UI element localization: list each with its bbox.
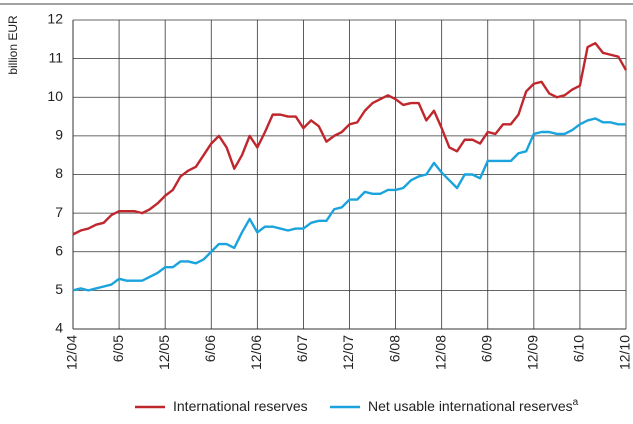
x-tick-label: 12/07 <box>340 335 356 370</box>
x-tick-label: 6/05 <box>110 335 126 362</box>
x-tick-label: 12/06 <box>248 335 264 370</box>
y-tick-label: 8 <box>55 165 63 181</box>
y-tick-label: 11 <box>48 49 63 65</box>
y-tick-label: 10 <box>47 88 63 104</box>
legend-label: Net usable international reservesa <box>368 397 579 414</box>
y-tick-label: 6 <box>55 242 63 258</box>
y-tick-label: 4 <box>55 320 63 336</box>
x-tick-label: 12/09 <box>525 335 541 370</box>
y-tick-label: 7 <box>55 204 63 220</box>
legend-name: International reserves <box>173 398 308 414</box>
x-tick-label: 12/10 <box>617 335 633 370</box>
x-tick-label: 12/05 <box>156 335 172 370</box>
series-line <box>72 41 628 236</box>
x-tick-label: 6/08 <box>386 335 402 362</box>
y-tick-label: 9 <box>55 127 63 143</box>
y-tick-label: 12 <box>47 11 63 27</box>
x-tick-label: 6/09 <box>478 335 494 362</box>
x-tick-label: 12/04 <box>64 335 80 370</box>
x-tick-label: 6/07 <box>294 335 310 362</box>
x-tick-label: 6/06 <box>202 335 218 362</box>
x-tick-label: 12/08 <box>432 335 448 370</box>
legend-footnote: a <box>573 397 579 408</box>
legend-label: International reserves <box>173 398 308 414</box>
y-axis-label: billion EUR <box>6 15 20 75</box>
y-tick-label: 5 <box>55 281 63 297</box>
legend-name: Net usable international reserves <box>368 398 573 414</box>
series-line <box>72 117 626 292</box>
x-tick-label: 6/10 <box>571 335 587 362</box>
